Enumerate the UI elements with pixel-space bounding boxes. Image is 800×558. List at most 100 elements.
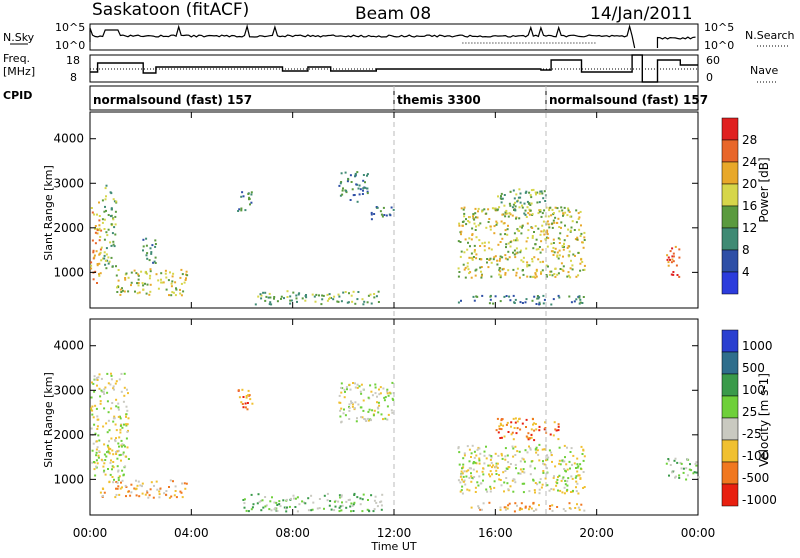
- velocity-scatter-point: [697, 476, 700, 479]
- velocity-scatter-point: [247, 510, 250, 513]
- velocity-scatter-point: [515, 432, 518, 435]
- velocity-scatter-point: [519, 507, 522, 510]
- velocity-scatter-point: [158, 493, 161, 496]
- velocity-scatter-point: [110, 407, 113, 410]
- velocity-scatter-point: [538, 443, 541, 446]
- power-scatter-point: [545, 236, 548, 239]
- power-scatter-point: [516, 239, 519, 242]
- power-scatter-point: [346, 180, 349, 183]
- power-scatter-point: [170, 282, 173, 285]
- velocity-scatter-point: [92, 382, 95, 385]
- power-scatter-point: [344, 171, 347, 174]
- power-scatter-point: [104, 187, 107, 190]
- velocity-scatter-point: [340, 509, 343, 512]
- velocity-scatter-point: [577, 474, 580, 477]
- velocity-scatter-point: [288, 505, 291, 508]
- velocity-scatter-point: [125, 423, 127, 426]
- power-scatter-point: [576, 238, 579, 241]
- power-scatter-point: [546, 233, 549, 236]
- power-scatter-point: [130, 281, 133, 284]
- velocity-scatter-point: [538, 459, 541, 462]
- power-scatter-point: [273, 296, 276, 298]
- power-scatter-point: [515, 237, 518, 240]
- velocity-scatter-point: [118, 378, 121, 381]
- power-scatter-point: [537, 248, 540, 251]
- power-scatter-point: [476, 216, 479, 219]
- velocity-scatter-point: [540, 486, 543, 489]
- power-scatter-point: [90, 267, 93, 270]
- velocity-scatter-point: [499, 422, 502, 425]
- velocity-scatter-point: [307, 497, 310, 500]
- power-scatter-point: [515, 274, 518, 277]
- velocity-scatter-point: [498, 427, 501, 430]
- velocity-scatter-point: [372, 414, 375, 417]
- velocity-scatter-point: [103, 491, 106, 494]
- velocity-scatter-point: [369, 384, 372, 387]
- power-scatter-point: [165, 288, 168, 291]
- velocity-scatter-point: [340, 407, 343, 410]
- power-scatter-point: [381, 215, 384, 218]
- power-scatter-point: [514, 205, 517, 208]
- velocity-scatter-point: [572, 454, 575, 457]
- velocity-scatter-point: [329, 500, 332, 502]
- velocity-scatter-point: [549, 505, 552, 507]
- power-scatter-point: [507, 224, 509, 227]
- power-scatter-point: [579, 235, 582, 237]
- power-scatter-point: [556, 273, 559, 276]
- power-scatter-point: [479, 222, 482, 225]
- velocity-scatter-point: [99, 395, 102, 398]
- power-scatter-point: [337, 293, 340, 296]
- power-scatter-point: [174, 281, 177, 284]
- power-scatter-point: [107, 214, 110, 216]
- power-scatter-point: [254, 303, 257, 306]
- power-scatter-point: [268, 292, 271, 295]
- power-scatter-point: [180, 282, 183, 285]
- power-scatter-point: [536, 191, 539, 194]
- power-scatter-point: [164, 272, 167, 275]
- velocity-scatter-point: [96, 379, 99, 381]
- power-colorbar-tick: 8: [742, 243, 750, 257]
- velocity-scatter-point: [488, 464, 491, 467]
- velocity-scatter-point: [582, 459, 585, 462]
- velocity-colorbar-cell: [721, 395, 739, 419]
- power-scatter-point: [575, 221, 578, 224]
- power-scatter-point: [524, 191, 527, 194]
- velocity-scatter-point: [474, 461, 477, 464]
- power-scatter-point: [260, 297, 263, 300]
- velocity-scatter-point: [93, 375, 96, 378]
- power-scatter-point: [463, 206, 466, 209]
- power-scatter-point: [539, 233, 542, 236]
- power-scatter-point: [514, 209, 517, 212]
- velocity-scatter-point: [525, 426, 527, 428]
- velocity-scatter-point: [557, 425, 560, 428]
- power-scatter-point: [535, 268, 538, 271]
- velocity-scatter-point: [90, 396, 93, 399]
- power-scatter-point: [503, 204, 506, 207]
- velocity-scatter-point: [558, 474, 561, 477]
- velocity-scatter-point: [94, 474, 97, 477]
- power-scatter-point: [514, 239, 517, 242]
- power-scatter-point: [136, 292, 139, 295]
- velocity-scatter-point: [102, 425, 105, 428]
- velocity-scatter-point: [511, 431, 514, 434]
- velocity-scatter-point: [238, 396, 241, 399]
- power-scatter-point: [572, 253, 575, 256]
- power-scatter-point: [528, 208, 531, 211]
- velocity-scatter-point: [461, 467, 463, 470]
- velocity-scatter-point: [367, 410, 370, 413]
- velocity-scatter-point: [530, 428, 533, 431]
- power-scatter-point: [538, 192, 541, 195]
- velocity-scatter-point: [491, 473, 493, 476]
- power-scatter-point: [499, 241, 502, 243]
- velocity-scatter-point: [351, 401, 354, 404]
- power-scatter-point: [474, 229, 477, 231]
- velocity-scatter-point: [141, 482, 144, 485]
- power-scatter-point: [349, 199, 352, 201]
- velocity-scatter-point: [554, 465, 557, 468]
- velocity-scatter-point: [108, 452, 111, 455]
- power-scatter-point: [467, 241, 469, 244]
- velocity-scatter-point: [542, 471, 545, 474]
- velocity-scatter-point: [237, 389, 240, 392]
